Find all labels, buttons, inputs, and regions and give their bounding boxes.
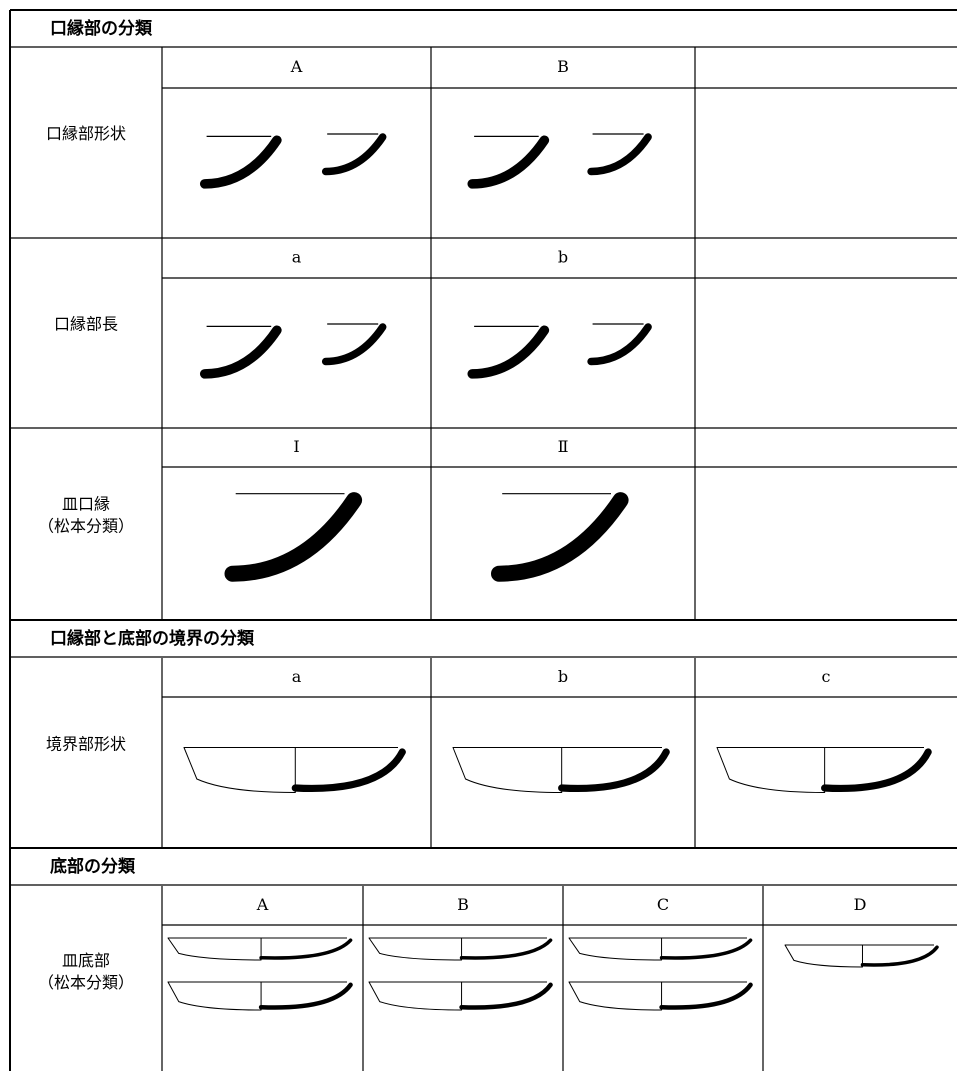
- column-label: b: [558, 667, 568, 686]
- drawing: [568, 937, 663, 961]
- drawing: [784, 944, 863, 968]
- drawing: [821, 748, 932, 793]
- drawing: [452, 747, 563, 793]
- column-label: D: [854, 895, 867, 914]
- section-title: 口縁部の分類: [50, 18, 153, 39]
- column-label: b: [558, 248, 568, 267]
- drawing: [558, 748, 670, 793]
- drawing: [321, 133, 387, 176]
- column-label: Ⅱ: [558, 437, 569, 456]
- drawing: [259, 938, 353, 960]
- drawing: [587, 323, 652, 366]
- section-title: 底部の分類: [50, 856, 136, 877]
- drawing: [467, 135, 550, 189]
- drawing: [659, 982, 753, 1010]
- drawing: [291, 748, 406, 793]
- drawing: [716, 747, 826, 793]
- column-label: A: [290, 57, 303, 76]
- drawing: [659, 938, 753, 960]
- column-label: B: [557, 57, 569, 76]
- drawing: [368, 981, 463, 1011]
- drawing: [258, 982, 353, 1010]
- column-label: a: [292, 248, 302, 267]
- drawing: [167, 937, 262, 961]
- row-label: 口縁部形状: [46, 124, 126, 143]
- row-label: 皿底部: [62, 951, 110, 970]
- drawing: [587, 133, 652, 176]
- drawing: [199, 135, 282, 189]
- drawing: [368, 937, 463, 961]
- column-label: Ⅰ: [293, 437, 299, 456]
- drawing: [568, 981, 663, 1011]
- drawing: [183, 747, 296, 793]
- drawing: [199, 325, 282, 379]
- drawing: [167, 981, 262, 1011]
- drawing: [321, 323, 387, 366]
- row-label: 皿口縁: [62, 495, 110, 514]
- column-label: a: [292, 667, 302, 686]
- drawing: [491, 492, 629, 582]
- drawing: [459, 982, 553, 1010]
- drawing: [224, 492, 363, 582]
- section-title: 口縁部と底部の境界の分類: [50, 628, 255, 649]
- row-label: 口縁部長: [54, 315, 118, 334]
- drawing: [467, 325, 550, 379]
- column-label: A: [256, 895, 269, 914]
- row-label: 境界部形状: [46, 735, 126, 754]
- column-label: C: [657, 895, 669, 914]
- column-label: B: [457, 895, 469, 914]
- drawing: [459, 938, 553, 960]
- drawing: [860, 945, 939, 967]
- row-label: （松本分類）: [38, 973, 134, 992]
- column-label: c: [822, 667, 831, 686]
- row-label: （松本分類）: [38, 517, 134, 536]
